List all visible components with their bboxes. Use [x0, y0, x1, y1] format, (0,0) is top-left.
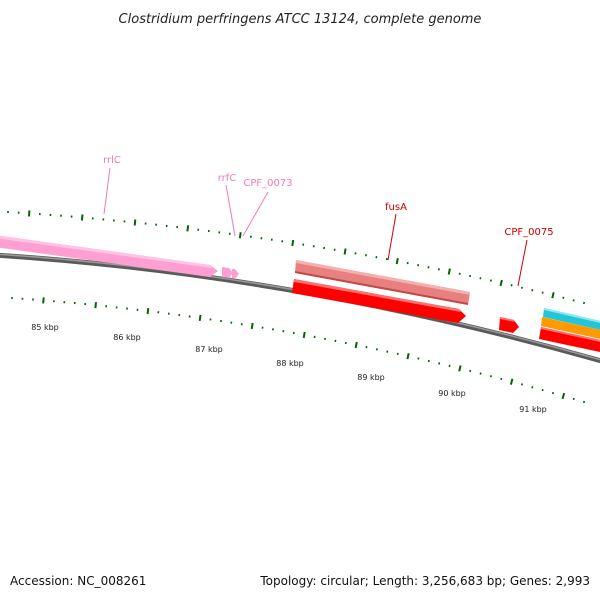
scale-label-89: 89 kbp — [357, 373, 385, 382]
inner-ring-minor-tick — [541, 388, 544, 392]
outer-ring-minor-tick — [479, 277, 482, 280]
outer-ring-major-tick — [343, 248, 347, 255]
feature-CPF_0073[interactable] — [232, 269, 239, 279]
inner-ring-major-tick — [250, 322, 254, 330]
gene-label-fusA[interactable]: fusA — [385, 202, 407, 213]
footer-accession: Accession: NC_008261 — [10, 574, 147, 588]
leader-fusA — [387, 213, 397, 261]
scale-label-91: 91 kbp — [519, 405, 547, 414]
inner-ring-major-tick — [302, 331, 306, 339]
leader-rrfC — [225, 184, 236, 237]
outer-ring-minor-tick — [562, 296, 565, 299]
inner-ring-minor-tick — [479, 372, 482, 375]
gene-label-rrlC[interactable]: rrlC — [103, 155, 121, 166]
inner-tick-ring — [11, 296, 586, 404]
scale-label-86: 86 kbp — [113, 333, 141, 342]
inner-ring-major-tick — [509, 378, 514, 385]
inner-ring-minor-tick — [489, 375, 492, 378]
leader-CPF_0075 — [517, 239, 528, 287]
leader-rrlC — [103, 167, 111, 215]
outer-ring-major-tick — [133, 219, 137, 226]
scale-label-88: 88 kbp — [276, 359, 304, 368]
inner-ring-minor-tick — [520, 383, 524, 386]
footer-summary: Topology: circular; Length: 3,256,683 bp… — [260, 574, 590, 588]
inner-ring-major-tick — [458, 365, 462, 372]
outer-ring-major-tick — [499, 279, 503, 287]
outer-ring-major-tick — [186, 225, 190, 232]
outer-ring-major-tick — [238, 232, 242, 239]
outer-tick-ring — [7, 210, 585, 305]
inner-ring-major-tick — [94, 302, 97, 309]
inner-ring-major-tick — [354, 341, 358, 349]
outer-ring-major-tick — [80, 214, 84, 221]
inner-ring-major-tick — [561, 392, 566, 400]
feature-rrlC[interactable] — [0, 235, 218, 277]
feature-cyan[interactable] — [543, 308, 600, 331]
outer-ring-minor-tick — [541, 291, 544, 294]
inner-ring-major-tick — [198, 314, 202, 322]
outer-ring-major-tick — [551, 292, 555, 299]
feature-rrfC[interactable] — [222, 267, 233, 278]
inner-ring-major-tick — [146, 307, 150, 315]
map-title: Clostridium perfringens ATCC 13124, comp… — [119, 12, 482, 27]
inner-ring-minor-tick — [582, 400, 586, 404]
feature-orange[interactable] — [541, 317, 600, 340]
leader-CPF_0073 — [242, 191, 269, 237]
inner-ring-minor-tick — [448, 364, 451, 368]
gene-label-CPF_0073[interactable]: CPF_0073 — [243, 178, 292, 189]
feature-fusA-forward[interactable] — [295, 260, 470, 305]
gene-label-CPF_0075[interactable]: CPF_0075 — [504, 227, 553, 238]
feature-CPF_0075[interactable] — [499, 317, 519, 333]
feature-red-right[interactable] — [539, 327, 600, 353]
inner-ring-minor-tick — [572, 397, 575, 401]
inner-ring-minor-tick — [551, 391, 555, 395]
gene-label-rrfC[interactable]: rrfC — [218, 173, 237, 184]
outer-ring-major-tick — [291, 239, 295, 247]
feature-fusA-reverse[interactable] — [292, 279, 466, 323]
outer-ring-minor-tick — [489, 279, 492, 282]
scale-label-90: 90 kbp — [438, 389, 466, 398]
inner-ring-minor-tick — [469, 369, 472, 373]
outer-ring-major-tick — [395, 258, 399, 265]
inner-ring-minor-tick — [531, 386, 534, 389]
scale-label-87: 87 kbp — [195, 345, 223, 354]
inner-ring-minor-tick — [438, 362, 441, 365]
inner-ring-major-tick — [406, 353, 410, 360]
outer-ring-minor-tick — [520, 286, 523, 289]
scale-label-85: 85 kbp — [31, 323, 59, 332]
outer-ring-major-tick — [447, 268, 451, 275]
inner-ring-major-tick — [42, 297, 45, 304]
outer-ring-minor-tick — [572, 299, 575, 302]
inner-ring-minor-tick — [500, 377, 503, 381]
